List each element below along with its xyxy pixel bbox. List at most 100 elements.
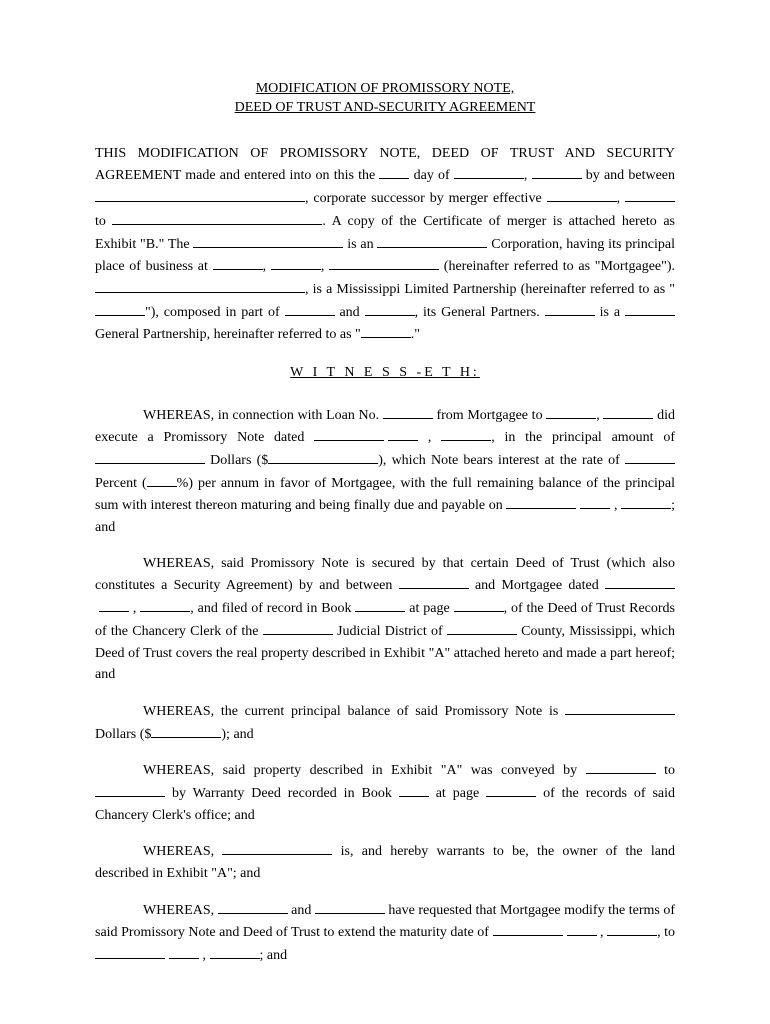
blank[interactable]	[506, 494, 576, 509]
blank-page[interactable]	[454, 597, 504, 612]
text: ,	[199, 948, 210, 963]
blank[interactable]	[547, 187, 617, 202]
text: ,	[321, 259, 329, 274]
blank[interactable]	[213, 255, 263, 270]
blank-day[interactable]	[379, 164, 409, 179]
text: and	[335, 305, 365, 320]
blank-owner[interactable]	[222, 840, 332, 855]
text: ."	[411, 327, 420, 342]
blank[interactable]	[605, 574, 675, 589]
blank[interactable]	[567, 921, 597, 936]
text: ); and	[221, 727, 253, 742]
blank[interactable]	[580, 494, 610, 509]
blank[interactable]	[271, 255, 321, 270]
text: WHEREAS, said property described in Exhi…	[143, 763, 586, 778]
text: , to	[657, 925, 675, 940]
blank[interactable]	[329, 255, 439, 270]
text: by and between	[582, 168, 675, 183]
blank[interactable]	[193, 233, 343, 248]
text: ,	[524, 168, 532, 183]
text: ,	[617, 191, 625, 206]
blank-pct[interactable]	[147, 472, 177, 487]
blank[interactable]	[361, 323, 411, 338]
blank[interactable]	[441, 426, 491, 441]
title-line-1: MODIFICATION OF PROMISSORY NOTE,	[256, 81, 515, 96]
text: at page	[429, 786, 486, 801]
text: ,	[596, 408, 603, 423]
blank-month[interactable]	[454, 164, 524, 179]
blank[interactable]	[140, 597, 190, 612]
blank[interactable]	[210, 944, 260, 959]
blank-amount[interactable]	[268, 449, 378, 464]
text: ,	[610, 498, 621, 513]
blank[interactable]	[493, 921, 563, 936]
text: , and filed of record in Book	[190, 601, 355, 616]
blank[interactable]	[169, 944, 199, 959]
blank-loan-no[interactable]	[383, 404, 433, 419]
blank[interactable]	[95, 944, 165, 959]
whereas-5: WHEREAS, is, and hereby warrants to be, …	[95, 840, 675, 884]
blank-amount-words[interactable]	[95, 449, 205, 464]
text: , its General Partners.	[415, 305, 545, 320]
whereas-2: WHEREAS, said Promissory Note is secured…	[95, 553, 675, 686]
text: Percent (	[95, 476, 147, 491]
title-line-2: DEED OF TRUST AND-SECURITY AGREEMENT	[235, 100, 536, 115]
blank[interactable]	[625, 301, 675, 316]
intro-paragraph: THIS MODIFICATION OF PROMISSORY NOTE, DE…	[95, 143, 675, 346]
text: (hereinafter referred to as "Mortgagee")…	[439, 259, 675, 274]
text: ,	[597, 925, 608, 940]
blank-balance-words[interactable]	[565, 700, 675, 715]
blank[interactable]	[285, 301, 335, 316]
blank[interactable]	[607, 921, 657, 936]
text: , in the principal amount of	[491, 430, 675, 445]
blank-rate[interactable]	[625, 449, 675, 464]
blank-balance[interactable]	[151, 723, 221, 738]
text: WHEREAS,	[143, 844, 222, 859]
text: ,	[129, 601, 140, 616]
whereas-6: WHEREAS, and have requested that Mortgag…	[95, 899, 675, 967]
blank-party[interactable]	[95, 187, 305, 202]
blank-district[interactable]	[263, 620, 333, 635]
blank-book[interactable]	[355, 597, 405, 612]
blank[interactable]	[546, 404, 596, 419]
blank[interactable]	[377, 233, 487, 248]
blank-book2[interactable]	[399, 782, 429, 797]
text: day of	[409, 168, 453, 183]
text: WHEREAS, the current principal balance o…	[143, 704, 565, 719]
whereas-4: WHEREAS, said property described in Exhi…	[95, 759, 675, 826]
text: , is a Mississippi Limited Partnership (…	[305, 282, 675, 297]
blank[interactable]	[95, 301, 145, 316]
text: and	[288, 903, 315, 918]
blank[interactable]	[95, 278, 305, 293]
text: is an	[343, 237, 377, 252]
text: Dollars ($	[205, 453, 268, 468]
text: ; and	[260, 948, 288, 963]
blank[interactable]	[314, 426, 384, 441]
blank[interactable]	[112, 210, 322, 225]
text: "), composed in part of	[145, 305, 285, 320]
text: WHEREAS,	[143, 903, 218, 918]
blank-page2[interactable]	[486, 782, 536, 797]
blank[interactable]	[388, 426, 418, 441]
blank[interactable]	[315, 899, 385, 914]
whereas-3: WHEREAS, the current principal balance o…	[95, 700, 675, 745]
text: WHEREAS, in connection with Loan No.	[143, 408, 383, 423]
text: to	[656, 763, 675, 778]
blank-grantee[interactable]	[95, 782, 165, 797]
blank[interactable]	[625, 187, 675, 202]
text: by Warranty Deed recorded in Book	[165, 786, 399, 801]
blank[interactable]	[218, 899, 288, 914]
blank[interactable]	[545, 301, 595, 316]
blank[interactable]	[399, 574, 469, 589]
blank[interactable]	[99, 597, 129, 612]
text: ,	[263, 259, 271, 274]
text: ,	[418, 430, 441, 445]
blank[interactable]	[603, 404, 653, 419]
blank[interactable]	[365, 301, 415, 316]
blank-grantor[interactable]	[586, 759, 656, 774]
blank[interactable]	[621, 494, 671, 509]
blank-county[interactable]	[447, 620, 517, 635]
blank-year[interactable]	[532, 164, 582, 179]
document-page: MODIFICATION OF PROMISSORY NOTE, DEED OF…	[0, 0, 770, 1021]
text: at page	[405, 601, 453, 616]
